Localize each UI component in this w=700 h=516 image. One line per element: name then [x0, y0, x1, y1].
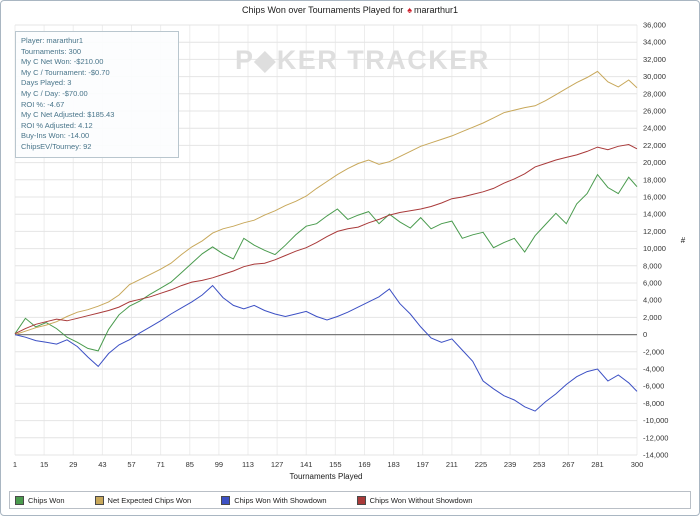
y-tick-label: -12,000: [643, 433, 668, 442]
x-tick-label: 127: [271, 460, 284, 469]
x-tick-label: 253: [533, 460, 546, 469]
y-tick-label: -10,000: [643, 416, 668, 425]
stats-line: My C / Day: -$70.00: [21, 88, 88, 98]
y-tick-label: 22,000: [643, 141, 666, 150]
legend-swatch-icon: [94, 495, 104, 505]
y-tick-label: 28,000: [643, 89, 666, 98]
stats-line: ROI %: -4.67: [21, 99, 65, 109]
x-tick-label: 155: [329, 460, 342, 469]
x-tick-label: 15: [40, 460, 48, 469]
x-tick-label: 141: [300, 460, 313, 469]
stats-line: My C Net Adjusted: $185.43: [21, 110, 115, 120]
series-line: [14, 143, 638, 335]
legend-swatch-icon: [221, 495, 231, 505]
legend-item[interactable]: Net Expected Chips Won: [94, 495, 192, 505]
x-tick-label: 71: [156, 460, 164, 469]
legend-label: Chips Won With Showdown: [234, 495, 327, 505]
legend-label: Net Expected Chips Won: [107, 495, 192, 505]
x-tick-label: 197: [416, 460, 429, 469]
y-tick-label: -14,000: [643, 451, 668, 460]
y-tick-label: 0: [643, 330, 647, 339]
y-tick-label: 34,000: [643, 38, 666, 47]
y-tick-label: 30,000: [643, 72, 666, 81]
legend-label: Chips Won Without Showdown: [369, 495, 473, 505]
y-tick-label: 6,000: [643, 279, 662, 288]
pokertracker-watermark: P◆KER TRACKER: [235, 45, 490, 75]
y-tick-label: 10,000: [643, 244, 666, 253]
x-tick-label: 281: [591, 460, 604, 469]
y-tick-label: 12,000: [643, 227, 666, 236]
x-tick-label: 239: [504, 460, 517, 469]
y-tick-label: -6,000: [643, 382, 664, 391]
x-tick-label: 169: [358, 460, 371, 469]
y-tick-label: -8,000: [643, 399, 664, 408]
stats-line: Days Played: 3: [21, 78, 72, 88]
x-tick-label: 225: [475, 460, 488, 469]
y-tick-label: 18,000: [643, 175, 666, 184]
x-tick-label: 211: [446, 460, 458, 469]
y-tick-label: 24,000: [643, 124, 666, 133]
y-axis-title: #: [681, 236, 686, 245]
chart-title: Chips Won over Tournaments Played for ♠ ma…: [1, 5, 699, 15]
x-axis-title: Tournaments Played: [290, 472, 363, 481]
y-tick-label: 14,000: [643, 210, 666, 219]
y-tick-label: 20,000: [643, 158, 666, 167]
chart-title-player: mararthur1: [414, 5, 459, 15]
stats-line: ChipsEV/Tourney: 92: [21, 141, 92, 151]
stats-line: Player: mararthur1: [21, 36, 84, 45]
series-line: [14, 70, 638, 336]
pokerstars-spade-icon: ♠: [407, 5, 412, 15]
y-tick-label: 4,000: [643, 296, 662, 305]
legend-item[interactable]: Chips Won With Showdown: [221, 495, 327, 505]
y-tick-label: 36,000: [643, 21, 666, 30]
stats-line: Tournaments: 300: [21, 46, 82, 56]
series-line: [14, 284, 638, 412]
stats-panel: Player: mararthur1 Tournaments: 300 My C N…: [15, 31, 179, 158]
x-tick-label: 29: [69, 460, 77, 469]
x-tick-label: 57: [127, 460, 135, 469]
stats-line: ROI % Adjusted: 4.12: [21, 120, 93, 130]
y-tick-label: 2,000: [643, 313, 662, 322]
x-tick-label: 183: [387, 460, 400, 469]
legend-swatch-icon: [15, 495, 24, 505]
chart-title-text: Chips Won over Tournaments Played for: [241, 5, 404, 15]
x-tick-label: 43: [98, 460, 106, 469]
y-tick-label: 26,000: [643, 107, 666, 116]
legend: Chips Won Net Expected Chips Won Chips Won…: [9, 491, 691, 509]
x-tick-label: 300: [631, 460, 644, 469]
y-tick-label: 32,000: [643, 55, 666, 64]
x-tick-label: 99: [215, 460, 223, 469]
x-tick-label: 267: [562, 460, 575, 469]
stats-line: Buy-Ins Won: -14.00: [21, 131, 90, 141]
legend-item[interactable]: Chips Won Without Showdown: [356, 495, 473, 505]
stats-line: My C / Tournament: -$0.70: [21, 67, 110, 77]
series-line: [14, 173, 638, 352]
legend-label: Chips Won: [28, 495, 65, 505]
x-tick-label: 85: [186, 460, 194, 469]
stats-line: My C Net Won: -$210.00: [21, 57, 104, 67]
legend-item[interactable]: Chips Won: [15, 495, 65, 505]
x-tick-label: 113: [242, 460, 254, 469]
y-tick-label: -2,000: [643, 347, 664, 356]
x-tick-label: 1: [13, 460, 17, 469]
y-tick-label: -4,000: [643, 365, 664, 374]
legend-swatch-icon: [356, 495, 366, 505]
y-tick-label: 16,000: [643, 193, 666, 202]
y-tick-label: 8,000: [643, 261, 662, 270]
